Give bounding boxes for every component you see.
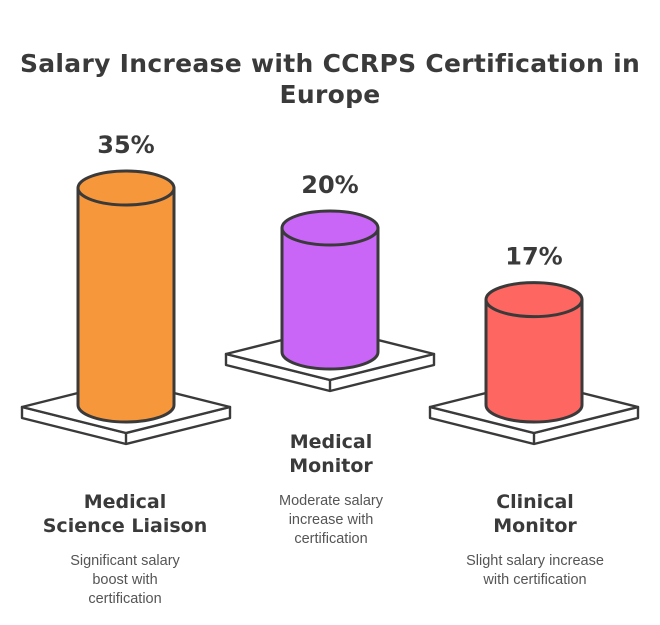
item-medical-monitor: Medical Monitor Moderate salary increase… — [236, 430, 426, 549]
bar-group: 20% — [224, 171, 436, 393]
bar-top — [280, 209, 380, 247]
item-clinical-monitor: Clinical Monitor Slight salary increase … — [440, 490, 630, 590]
item-title-line: Medical — [289, 431, 373, 453]
item-desc-line: Moderate salary — [279, 493, 383, 509]
bar-top — [76, 169, 176, 207]
item-title: Clinical Monitor — [440, 490, 630, 538]
value-label: 20% — [301, 171, 358, 199]
item-desc-line: with certification — [483, 572, 587, 588]
value-label: 35% — [97, 131, 154, 159]
item-desc-line: increase with — [288, 512, 374, 528]
item-desc-line: boost with — [92, 572, 158, 588]
bar — [280, 226, 380, 371]
item-title-line: Medical — [83, 491, 167, 513]
item-title-line: Clinical — [496, 491, 574, 513]
item-title-line: Science Liaison — [42, 515, 208, 537]
value-label: 17% — [505, 243, 562, 271]
bar — [484, 298, 584, 424]
item-desc-line: certification — [294, 531, 368, 547]
item-title: Medical Science Liaison — [30, 490, 220, 538]
bar-group: 17% — [428, 243, 640, 446]
item-desc-line: Slight salary increase — [466, 553, 604, 569]
item-description: Moderate salary increase with certificat… — [236, 492, 426, 549]
bar — [76, 186, 176, 424]
item-desc-line: certification — [88, 591, 162, 607]
chart-title: Salary Increase with CCRPS Certification… — [19, 49, 641, 109]
item-description: Significant salary boost with certificat… — [30, 552, 220, 609]
bar-group: 35% — [20, 131, 232, 446]
item-title-line: Monitor — [289, 455, 373, 477]
item-title: Medical Monitor — [236, 430, 426, 478]
item-description: Slight salary increase with certificatio… — [440, 552, 630, 590]
item-desc-line: Significant salary — [70, 553, 180, 569]
bar-top — [484, 281, 584, 319]
item-title-line: Monitor — [493, 515, 577, 537]
item-medical-science-liaison: Medical Science Liaison Significant sala… — [30, 490, 220, 609]
